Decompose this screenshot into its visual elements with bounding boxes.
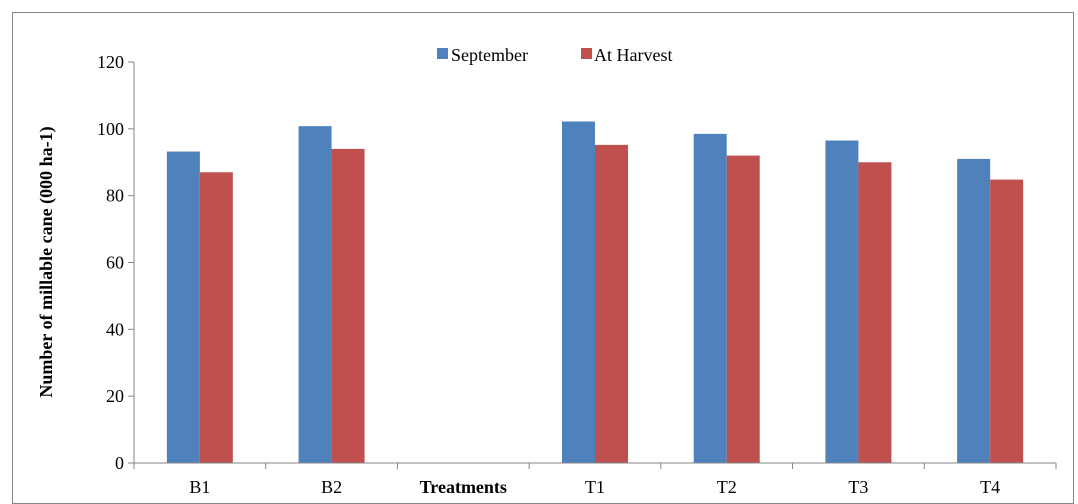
y-tick-label-120: 120 [97, 52, 124, 72]
x-tick-label-treatments: Treatments [420, 477, 507, 497]
legend-swatch-at-harvest [581, 48, 592, 59]
x-tick-label-t2: T2 [717, 477, 737, 497]
y-tick-label-20: 20 [106, 386, 124, 406]
bar-at-harvest-t2 [726, 155, 760, 464]
x-tick-label-t4: T4 [980, 477, 1000, 497]
x-tick-label-b2: B2 [321, 477, 342, 497]
legend-label-at-harvest: At Harvest [594, 45, 672, 65]
y-axis-title-group: Number of millable cane (000 ha-1) [36, 126, 57, 397]
y-axis-title: Number of millable cane (000 ha-1) [36, 126, 57, 397]
legend-label-september: September [451, 45, 528, 65]
bar-at-harvest-t1 [595, 144, 628, 463]
x-tick-label-t1: T1 [585, 477, 605, 497]
y-tick-label-60: 60 [106, 253, 124, 273]
y-tick-label-100: 100 [97, 119, 124, 139]
bar-september-t4 [957, 158, 991, 464]
axes-layer [128, 61, 1057, 469]
bar-september-t1 [562, 121, 595, 464]
legend: September At Harvest [437, 45, 672, 65]
y-tick-label-40: 40 [106, 319, 124, 339]
bar-september-b1 [166, 151, 200, 463]
bar-september-b2 [298, 126, 332, 463]
bar-at-harvest-b1 [199, 172, 233, 463]
y-tick-label-80: 80 [106, 186, 124, 206]
bars-layer [166, 121, 1024, 464]
x-tick-label-t3: T3 [848, 477, 868, 497]
x-tick-label-b1: B1 [189, 477, 210, 497]
y-tick-label-0: 0 [115, 453, 124, 473]
bar-at-harvest-t3 [858, 162, 892, 463]
legend-swatch-september [437, 48, 448, 59]
bar-at-harvest-b2 [331, 148, 365, 463]
bar-september-t2 [693, 133, 727, 464]
tick-labels-layer: B1 B2 Treatments T1 T2 T3 T4 0 20 40 60 80 100 120 [97, 52, 1000, 497]
bar-september-t3 [825, 140, 859, 463]
bar-at-harvest-t4 [990, 179, 1024, 464]
